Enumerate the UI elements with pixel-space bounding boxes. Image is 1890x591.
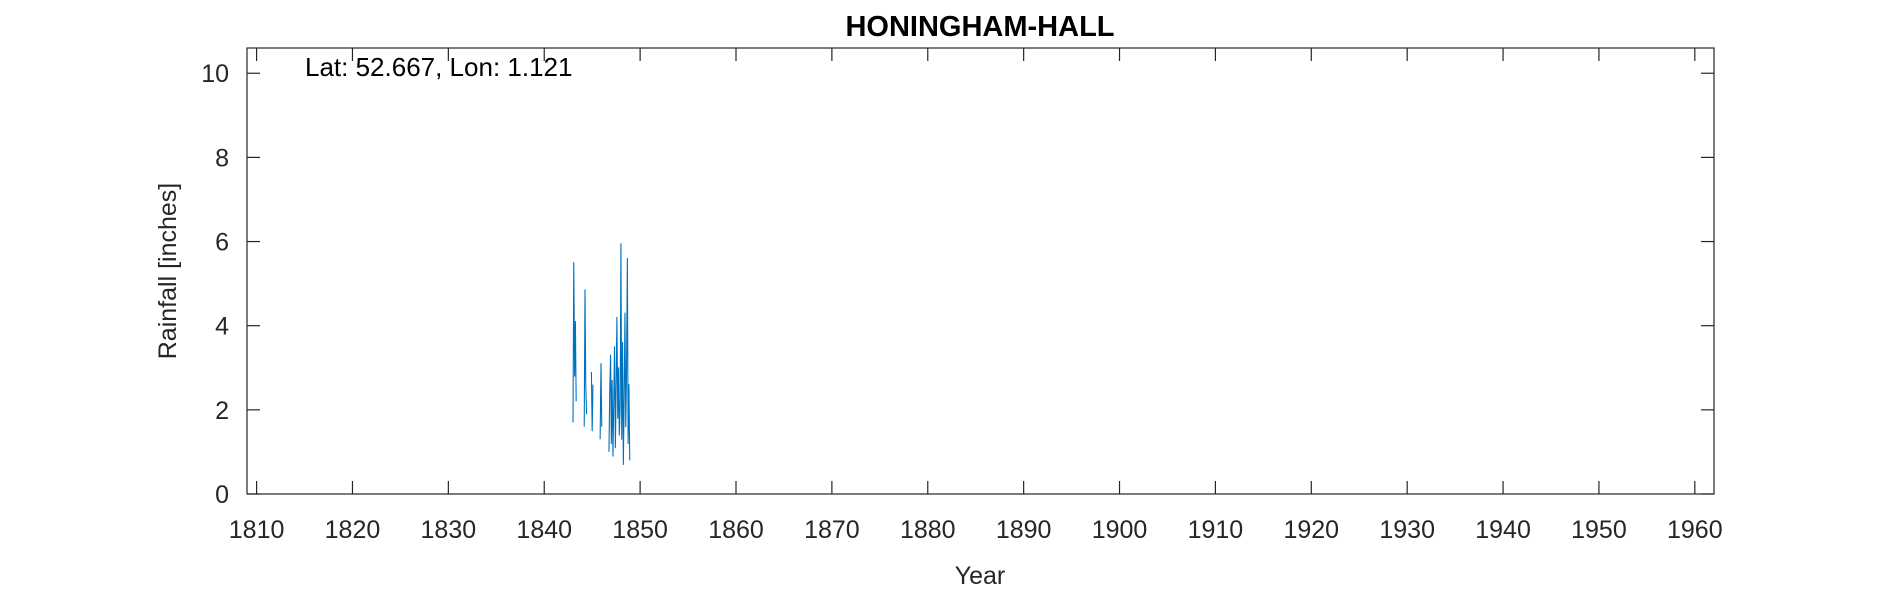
y-tick-label: 0	[215, 481, 229, 509]
rainfall-series-line-segment	[599, 363, 603, 440]
x-tick-label: 1960	[1667, 516, 1723, 544]
location-annotation: Lat: 52.667, Lon: 1.121	[305, 52, 572, 82]
plot-frame	[246, 47, 1715, 495]
y-axis: 0 2 4 6 8 10	[201, 60, 1714, 509]
x-tick-label: 1930	[1379, 516, 1435, 544]
rainfall-series-line-segment	[572, 262, 577, 423]
y-tick-label: 10	[201, 60, 229, 88]
x-tick-label: 1950	[1571, 516, 1627, 544]
x-tick-label: 1860	[708, 516, 764, 544]
chart-title: HONINGHAM-HALL	[845, 11, 1114, 43]
x-tick-label: 1830	[421, 516, 477, 544]
x-tick-label: 1810	[229, 516, 285, 544]
x-tick-label: 1850	[612, 516, 668, 544]
x-tick-label: 1900	[1092, 516, 1148, 544]
x-tick-label: 1820	[325, 516, 381, 544]
y-tick-label: 4	[215, 313, 229, 341]
rainfall-series-line-segment	[608, 243, 631, 466]
rainfall-series-line-segment	[590, 371, 594, 432]
x-tick-label: 1910	[1188, 516, 1244, 544]
y-tick-label: 8	[215, 144, 229, 172]
plot-area	[572, 243, 631, 466]
x-tick-label: 1840	[516, 516, 572, 544]
x-tick-label: 1940	[1475, 516, 1531, 544]
rainfall-series-line-segment	[583, 289, 588, 427]
x-tick-label: 1920	[1283, 516, 1339, 544]
x-tick-label: 1890	[996, 516, 1052, 544]
y-tick-label: 2	[215, 397, 229, 425]
y-tick-label: 6	[215, 229, 229, 257]
y-axis-label: Rainfall [inches]	[154, 183, 182, 359]
x-tick-label: 1880	[900, 516, 956, 544]
x-axis: 1810 1820 1830 1840 1850 1860 1870 1880 1890 1900…	[229, 48, 1723, 544]
x-tick-label: 1870	[804, 516, 860, 544]
x-axis-label: Year	[955, 562, 1006, 590]
